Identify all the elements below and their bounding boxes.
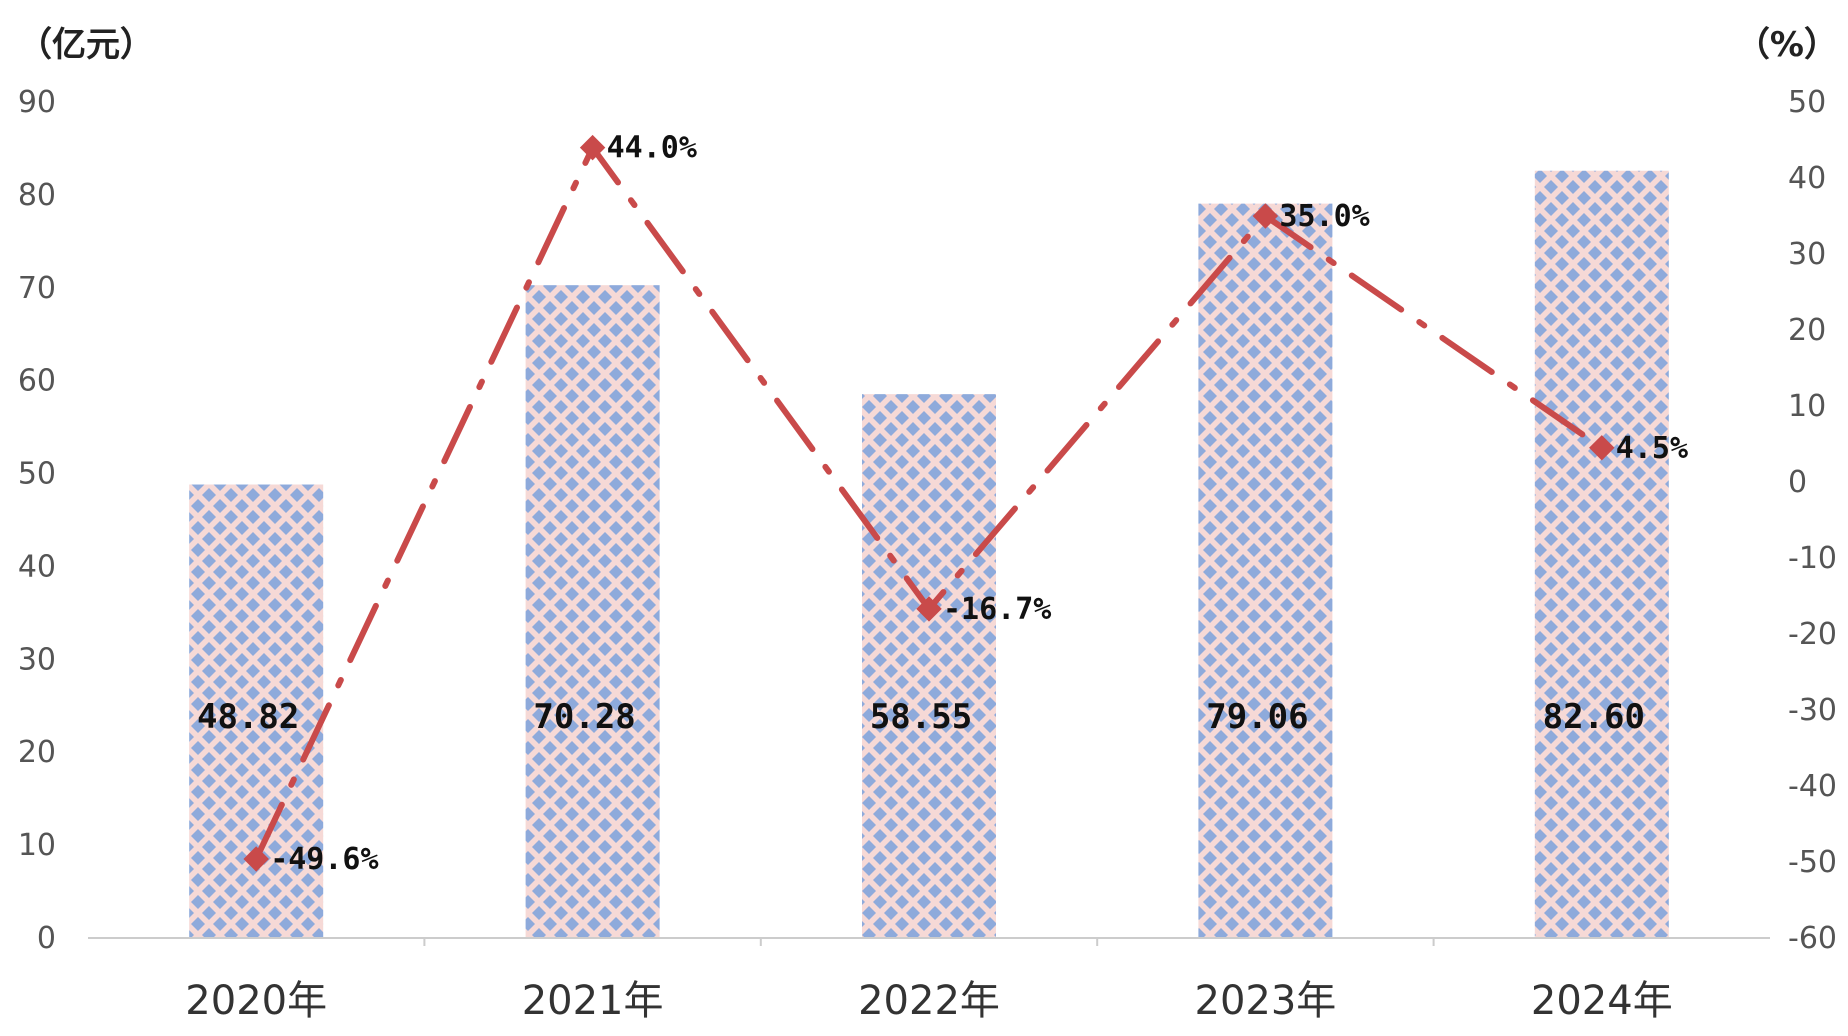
bar xyxy=(1198,203,1333,939)
right-tick-label: 20 xyxy=(1788,313,1826,348)
right-tick-label: -40 xyxy=(1788,769,1837,804)
right-axis: -60 -50 -40 -30 -20 -10 0 10 20 30 40 50 xyxy=(1788,85,1837,956)
x-tick-label: 2024年 xyxy=(1531,978,1673,1024)
left-tick-label: 60 xyxy=(18,364,56,399)
left-axis: 0 10 20 30 40 50 60 70 80 90 xyxy=(18,85,56,956)
left-tick-label: 30 xyxy=(18,642,56,677)
left-tick-label: 10 xyxy=(18,828,56,863)
left-tick-label: 80 xyxy=(18,178,56,213)
line-point xyxy=(916,596,942,622)
bar-series xyxy=(189,170,1669,939)
bar-value-label: 58.55 xyxy=(870,697,972,737)
line-value-label: 44.0% xyxy=(607,131,697,166)
left-tick-label: 50 xyxy=(18,457,56,492)
line-value-label: 4.5% xyxy=(1616,431,1688,466)
left-tick-label: 40 xyxy=(18,549,56,584)
right-tick-label: -20 xyxy=(1788,617,1837,652)
bar-value-label: 70.28 xyxy=(533,697,635,737)
x-axis-labels: 2020年 2021年 2022年 2023年 2024年 xyxy=(185,978,1672,1024)
bar-value-label: 48.82 xyxy=(197,697,299,737)
right-tick-label: 0 xyxy=(1788,465,1807,500)
left-tick-label: 0 xyxy=(37,921,56,956)
left-tick-label: 20 xyxy=(18,735,56,770)
x-tick-label: 2022年 xyxy=(858,978,1000,1024)
bar xyxy=(525,285,660,938)
line-series xyxy=(243,134,1615,872)
left-tick-label: 70 xyxy=(18,271,56,306)
line-point xyxy=(579,134,606,161)
bar xyxy=(1534,170,1669,938)
x-axis-ticks xyxy=(423,938,1435,946)
x-tick-label: 2020年 xyxy=(185,978,327,1024)
right-tick-label: -30 xyxy=(1788,693,1837,728)
line-value-labels: -49.6% 44.0% -16.7% 35.0% 4.5% xyxy=(270,131,1688,877)
right-tick-label: 30 xyxy=(1788,237,1826,272)
right-tick-label: 40 xyxy=(1788,161,1826,196)
bar xyxy=(862,394,996,938)
left-axis-unit: （亿元） xyxy=(18,25,154,65)
right-tick-label: -10 xyxy=(1788,541,1837,576)
line-point xyxy=(243,846,269,872)
bar-value-label: 82.60 xyxy=(1543,697,1645,737)
line-value-label: 35.0% xyxy=(1279,199,1369,234)
right-tick-label: 50 xyxy=(1788,85,1826,120)
bar-value-label: 79.06 xyxy=(1206,697,1308,737)
left-tick-label: 90 xyxy=(18,85,56,120)
right-tick-label: 10 xyxy=(1788,389,1826,424)
x-tick-label: 2021年 xyxy=(522,978,664,1024)
right-tick-label: -50 xyxy=(1788,845,1837,880)
bar-value-labels: 48.82 70.28 58.55 79.06 82.60 xyxy=(197,697,1645,737)
right-tick-label: -60 xyxy=(1788,921,1837,956)
line-value-label: -16.7% xyxy=(943,592,1051,627)
x-tick-label: 2023年 xyxy=(1195,978,1337,1024)
line-value-label: -49.6% xyxy=(270,842,378,877)
right-axis-unit: （%） xyxy=(1736,25,1838,65)
